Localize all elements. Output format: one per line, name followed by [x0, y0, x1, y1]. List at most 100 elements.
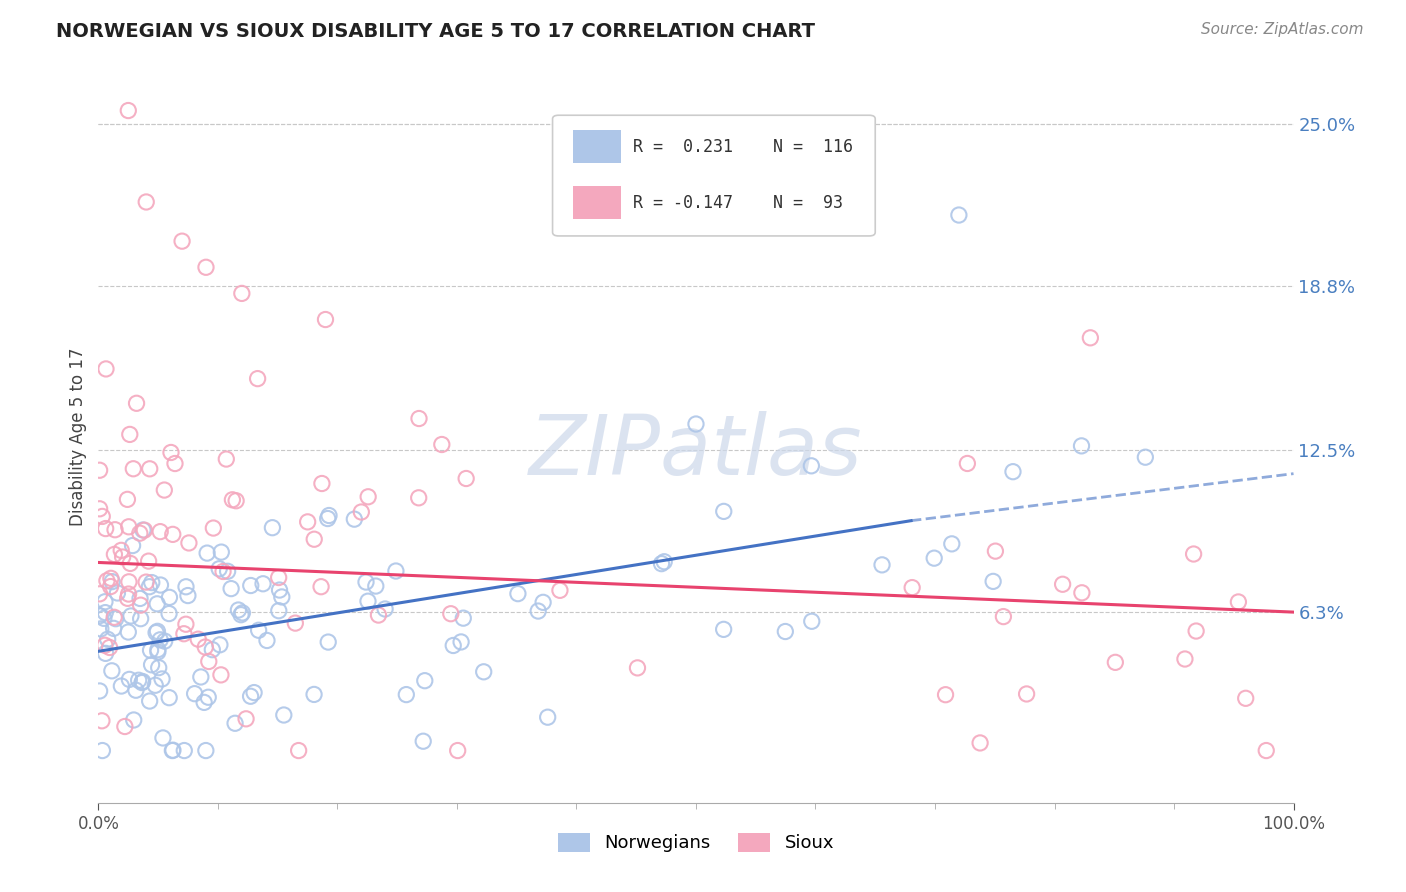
Point [110, 679, 132, 693]
Point [1015, 687, 1038, 701]
Point [152, 731, 174, 745]
Point [343, 512, 366, 526]
Point [1104, 656, 1126, 670]
Point [174, 580, 197, 594]
Point [456, 471, 478, 485]
Point [225, 493, 247, 508]
Point [195, 546, 218, 560]
Point [141, 657, 163, 672]
Point [120, 609, 142, 624]
Point [157, 607, 180, 621]
Point [117, 587, 139, 601]
Point [993, 609, 1015, 624]
Point [111, 549, 134, 564]
Point [118, 520, 141, 534]
Point [650, 557, 672, 571]
Point [775, 624, 797, 639]
Point [117, 591, 139, 606]
Point [97, 632, 120, 647]
Point [219, 582, 242, 596]
Point [173, 743, 195, 757]
Point [101, 574, 124, 589]
Point [146, 624, 169, 639]
Point [150, 672, 173, 686]
Point [243, 685, 266, 699]
Point [221, 492, 243, 507]
Point [197, 690, 219, 705]
Point [143, 678, 166, 692]
Point [229, 607, 252, 622]
Point [316, 511, 339, 525]
Point [103, 548, 125, 562]
Point [537, 710, 560, 724]
Point [89, 463, 111, 477]
Bar [572, 186, 620, 219]
Point [408, 411, 430, 425]
Point [209, 668, 232, 682]
Point [134, 523, 156, 537]
Y-axis label: Disability Age 5 to 17: Disability Age 5 to 17 [69, 348, 87, 526]
Point [159, 591, 181, 605]
Point [948, 208, 970, 222]
Point [148, 660, 170, 674]
Point [267, 570, 290, 584]
Point [162, 743, 184, 757]
Point [129, 612, 152, 626]
Point [1185, 624, 1208, 638]
Point [91, 509, 114, 524]
Point [162, 527, 184, 541]
Point [935, 688, 957, 702]
Point [94, 522, 117, 536]
Point [129, 598, 152, 612]
Point [201, 642, 224, 657]
Point [270, 590, 292, 604]
Bar [572, 130, 620, 163]
Point [129, 591, 152, 606]
Point [94, 595, 117, 609]
Point [187, 632, 209, 647]
Point [146, 597, 169, 611]
Point [246, 371, 269, 385]
Point [138, 580, 160, 594]
Point [1001, 465, 1024, 479]
Point [922, 551, 945, 566]
Point [1182, 547, 1205, 561]
Point [146, 645, 169, 659]
Point [145, 625, 167, 640]
Point [626, 661, 648, 675]
Point [110, 543, 132, 558]
Point [160, 445, 183, 459]
Point [118, 574, 141, 589]
Point [506, 587, 529, 601]
Point [149, 632, 172, 647]
Point [447, 743, 470, 757]
Point [239, 578, 262, 592]
Point [118, 427, 141, 442]
Point [413, 673, 436, 688]
Point [800, 614, 823, 628]
Point [194, 743, 217, 757]
Point [139, 643, 162, 657]
Point [472, 665, 495, 679]
Point [149, 578, 172, 592]
Point [138, 462, 160, 476]
Point [125, 683, 148, 698]
Point [98, 640, 121, 655]
Point [450, 635, 472, 649]
Point [131, 674, 153, 689]
Point [228, 603, 250, 617]
Point [122, 713, 145, 727]
Point [138, 554, 160, 568]
Point [302, 533, 325, 547]
Point [177, 589, 200, 603]
Point [94, 646, 117, 660]
Point [1256, 743, 1278, 757]
Point [183, 687, 205, 701]
Point [125, 396, 148, 410]
Point [870, 558, 893, 572]
Point [224, 716, 246, 731]
Point [1227, 595, 1250, 609]
Point [93, 611, 115, 625]
Point [685, 417, 707, 431]
Text: R = -0.147    N =  93: R = -0.147 N = 93 [633, 194, 842, 212]
